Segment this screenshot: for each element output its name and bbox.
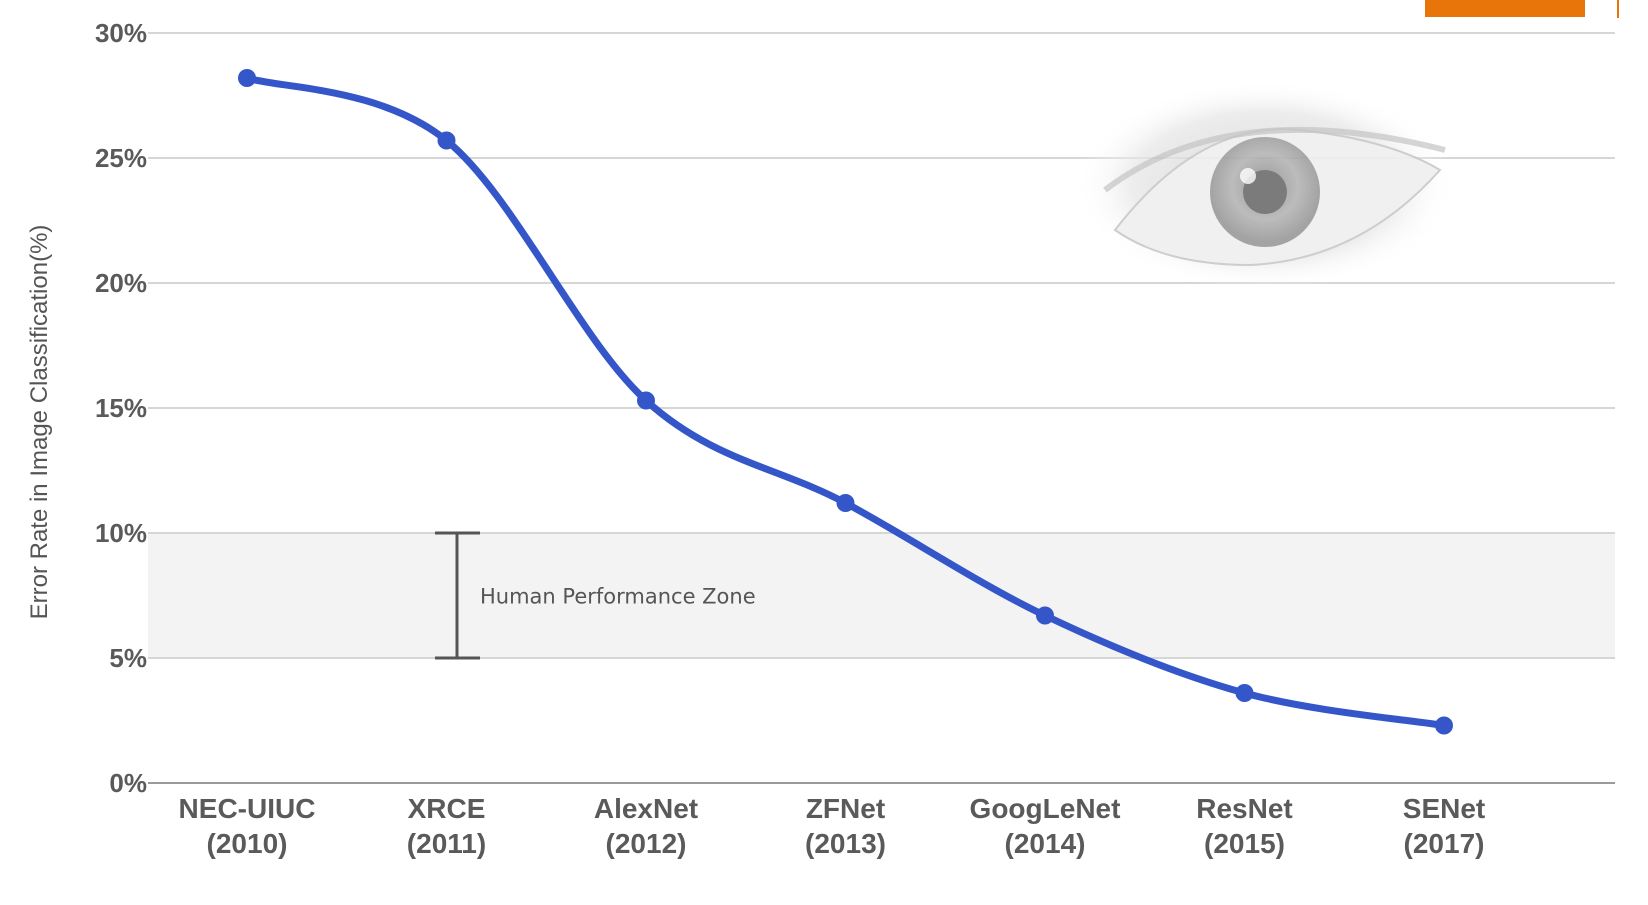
series-points <box>238 69 1453 735</box>
x-tick-label: ResNet <box>1196 793 1292 824</box>
data-point-alexnet <box>637 391 655 410</box>
data-point-senet <box>1435 716 1453 735</box>
orange-accent-tick <box>1617 0 1619 18</box>
gridlines <box>148 32 1615 659</box>
y-tick-label: 0% <box>109 768 147 798</box>
human-performance-zone-band <box>148 533 1615 658</box>
x-tick-label: XRCE <box>408 793 486 824</box>
human-performance-zone-label: Human Performance Zone <box>480 585 756 609</box>
x-tick-year: (2014) <box>1005 828 1086 859</box>
x-tick-year: (2012) <box>606 828 687 859</box>
human-performance-zone-bracket <box>435 531 480 660</box>
y-tick-label: 20% <box>95 268 147 298</box>
data-point-zfnet <box>836 494 855 512</box>
x-tick-label: AlexNet <box>594 793 698 824</box>
data-point-resnet <box>1235 684 1254 702</box>
x-tick-year: (2011) <box>407 828 486 859</box>
x-tick-year: (2017) <box>1404 828 1485 859</box>
y-tick-labels: 0% 5% 10% 15% 20% 25% 30% <box>95 18 147 798</box>
y-tick-label: 30% <box>95 18 147 48</box>
eye-image <box>1075 80 1455 290</box>
y-axis-label: Error Rate in Image Classification(%) <box>26 225 53 620</box>
y-tick-label: 10% <box>95 518 147 548</box>
data-point-xrce <box>437 131 456 150</box>
y-tick-label: 25% <box>95 143 147 173</box>
x-tick-year: (2013) <box>805 828 886 859</box>
x-tick-label: GoogLeNet <box>970 793 1121 824</box>
y-tick-label: 5% <box>109 643 147 673</box>
x-tick-label: ZFNet <box>806 793 885 824</box>
orange-accent-bar <box>1425 0 1585 17</box>
x-tick-label: NEC-UIUC <box>179 793 316 824</box>
y-tick-label: 15% <box>95 393 147 423</box>
data-point-googlenet <box>1036 606 1054 625</box>
x-tick-label: SENet <box>1403 793 1485 824</box>
x-tick-year: (2010) <box>207 828 288 859</box>
x-tick-year: (2015) <box>1204 828 1285 859</box>
x-tick-labels: NEC-UIUC (2010) XRCE (2011) AlexNet (2012) ZFN… <box>179 793 1486 859</box>
data-point-nec-uiuc <box>238 69 256 87</box>
